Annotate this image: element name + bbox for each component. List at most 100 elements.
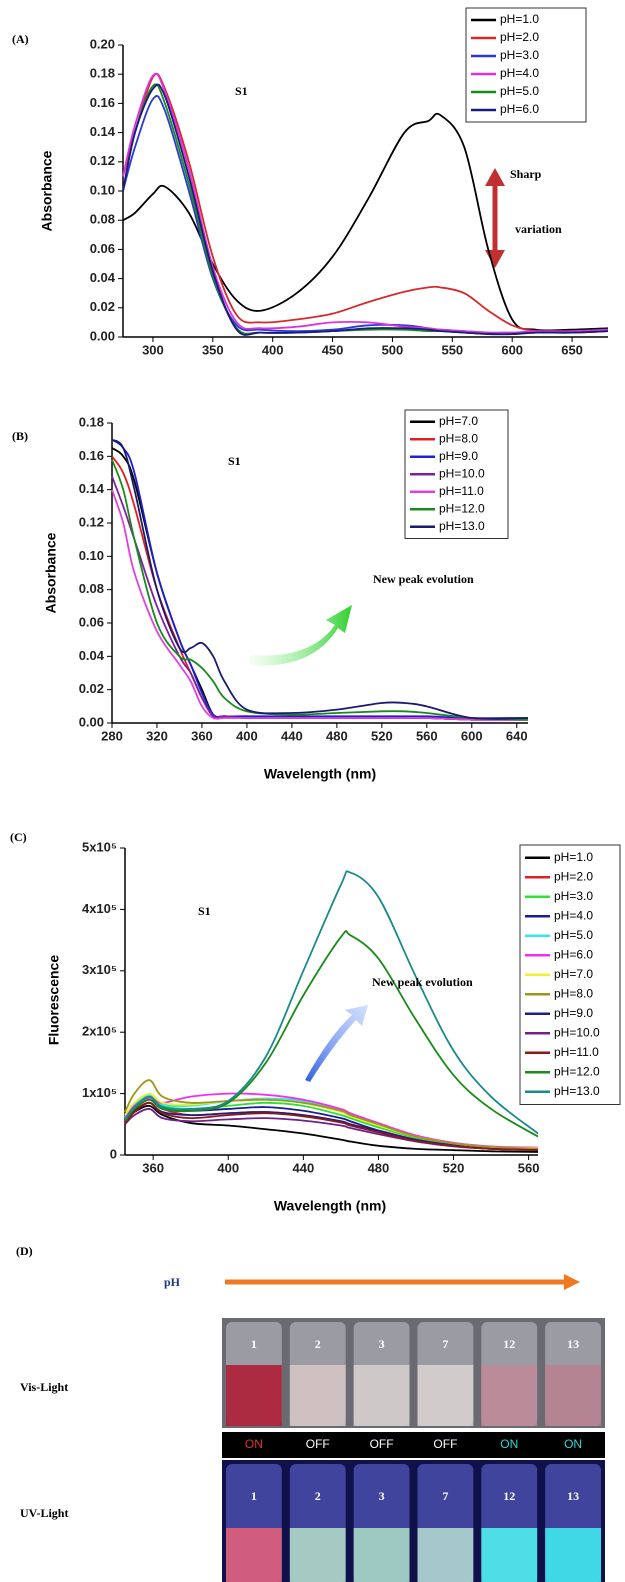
y-tick-label: 0 — [110, 1146, 117, 1161]
y-tick-label: 0.02 — [90, 299, 115, 314]
vis-liquid — [353, 1365, 410, 1426]
y-tick-label: 0.06 — [90, 241, 115, 256]
vial-number: 1 — [251, 1489, 257, 1503]
y-tick-label: 0.18 — [90, 66, 115, 81]
y-tick-label: 0.16 — [79, 448, 104, 463]
uv-photo — [222, 1460, 605, 1582]
chart: (B) 0.00 0.02 0.04 0.06 0.08 0.10 0.12 0.14 0.16 0… — [12, 409, 529, 782]
panel-label: (D) — [16, 1244, 33, 1258]
vial-number: 12 — [503, 1337, 515, 1351]
state-label: OFF — [306, 1437, 330, 1451]
series-line — [111, 459, 529, 721]
series-line — [124, 1101, 539, 1151]
vial-number: 2 — [315, 1489, 321, 1503]
annotation: S1 — [235, 84, 248, 98]
row-label: UV-Light — [20, 1506, 68, 1520]
state-strip — [222, 1432, 605, 1458]
state-label: ON — [245, 1437, 263, 1451]
legend-label: pH=1.0 — [500, 12, 539, 26]
series-line — [122, 95, 609, 334]
row-label: Vis-Light — [20, 1380, 68, 1394]
y-tick-label: 0.04 — [79, 648, 105, 663]
y-tick-label: 0.14 — [90, 124, 116, 139]
annotation: New peak evolution — [372, 975, 473, 989]
panel-label: (B) — [12, 429, 28, 443]
uv-liquid — [417, 1528, 474, 1582]
x-tick-label: 480 — [326, 728, 348, 743]
x-tick-label: 550 — [441, 342, 463, 357]
y-tick-label: 0.18 — [79, 414, 104, 429]
uv-liquid — [289, 1528, 346, 1582]
legend-label: pH=10.0 — [554, 1025, 600, 1039]
legend-label: pH=4.0 — [500, 66, 539, 80]
legend-label: pH=12.0 — [439, 501, 485, 515]
legend-label: pH=7.0 — [554, 967, 593, 981]
legend-label: pH=2.0 — [500, 30, 539, 44]
y-axis-label: Absorbance — [39, 150, 55, 231]
x-tick-label: 560 — [518, 1160, 540, 1175]
vial-number: 12 — [503, 1489, 515, 1503]
y-tick-label: 0.14 — [79, 481, 105, 496]
series-line — [122, 72, 609, 334]
vis-liquid — [289, 1365, 346, 1426]
series-line — [124, 1079, 539, 1150]
x-tick-label: 560 — [416, 728, 438, 743]
arrow-head — [485, 168, 505, 186]
y-tick-label: 5x10⁵ — [82, 839, 117, 854]
y-tick-label: 0.00 — [90, 328, 115, 343]
legend-label: pH=13.0 — [554, 1084, 600, 1098]
vial-number: 13 — [567, 1489, 579, 1503]
x-tick-label: 520 — [443, 1160, 465, 1175]
series-line — [124, 1104, 539, 1153]
legend-label: pH=6.0 — [554, 947, 593, 961]
y-tick-label: 0.06 — [79, 614, 104, 629]
panel-label: (A) — [12, 32, 29, 46]
x-tick-label: 360 — [191, 728, 213, 743]
state-label: OFF — [433, 1437, 457, 1451]
x-tick-label: 350 — [202, 342, 224, 357]
series-line — [111, 438, 529, 720]
y-tick-label: 0.08 — [79, 581, 104, 596]
blue-arrow — [305, 1005, 368, 1082]
chart: (A) 0.00 0.02 0.04 0.06 0.08 0.10 0.12 0.14 0.16 0… — [12, 7, 609, 357]
annotation: S1 — [228, 454, 241, 468]
vial-number: 13 — [567, 1337, 579, 1351]
chart: (C) 0 1x10⁵ 2x10⁵ 3x10⁵ 4x10⁵ 5x10⁵ 360 400 440 48… — [10, 830, 621, 1214]
legend-label: pH=11.0 — [439, 484, 484, 498]
y-tick-label: 0.10 — [79, 548, 104, 563]
x-tick-label: 400 — [262, 342, 284, 357]
x-tick-label: 600 — [501, 342, 523, 357]
x-tick-label: 360 — [142, 1160, 164, 1175]
panel-label: (C) — [10, 830, 27, 844]
legend-label: pH=12.0 — [554, 1064, 600, 1078]
uv-liquid — [545, 1528, 601, 1582]
annotation: S1 — [198, 904, 211, 918]
x-tick-label: 440 — [281, 728, 303, 743]
green-arrow — [250, 605, 352, 666]
vial-number: 7 — [442, 1489, 448, 1503]
legend-label: pH=13.0 — [439, 519, 485, 533]
legend-label: pH=6.0 — [500, 102, 539, 116]
vial-number: 3 — [379, 1489, 385, 1503]
legend-label: pH=5.0 — [554, 928, 593, 942]
state-label: ON — [500, 1437, 518, 1451]
y-tick-label: 4x10⁵ — [82, 901, 117, 916]
annotation: variation — [515, 222, 562, 236]
series-line — [111, 489, 529, 721]
series-line — [122, 72, 609, 334]
state-label: OFF — [370, 1437, 394, 1451]
y-axis-label: Fluorescence — [46, 955, 62, 1045]
x-axis-label: Wavelength (nm) — [274, 1198, 386, 1214]
legend-label: pH=3.0 — [500, 48, 539, 62]
x-axis-label: Wavelength (nm) — [264, 766, 376, 782]
vis-liquid — [226, 1365, 282, 1426]
vis-liquid — [417, 1365, 474, 1426]
legend-label: pH=10.0 — [439, 466, 485, 480]
y-tick-label: 0.10 — [90, 182, 115, 197]
series-line — [122, 83, 609, 336]
y-axis-label: Absorbance — [43, 532, 59, 613]
ph-label: pH — [164, 1275, 181, 1289]
legend-label: pH=11.0 — [554, 1045, 599, 1059]
x-tick-label: 440 — [292, 1160, 314, 1175]
